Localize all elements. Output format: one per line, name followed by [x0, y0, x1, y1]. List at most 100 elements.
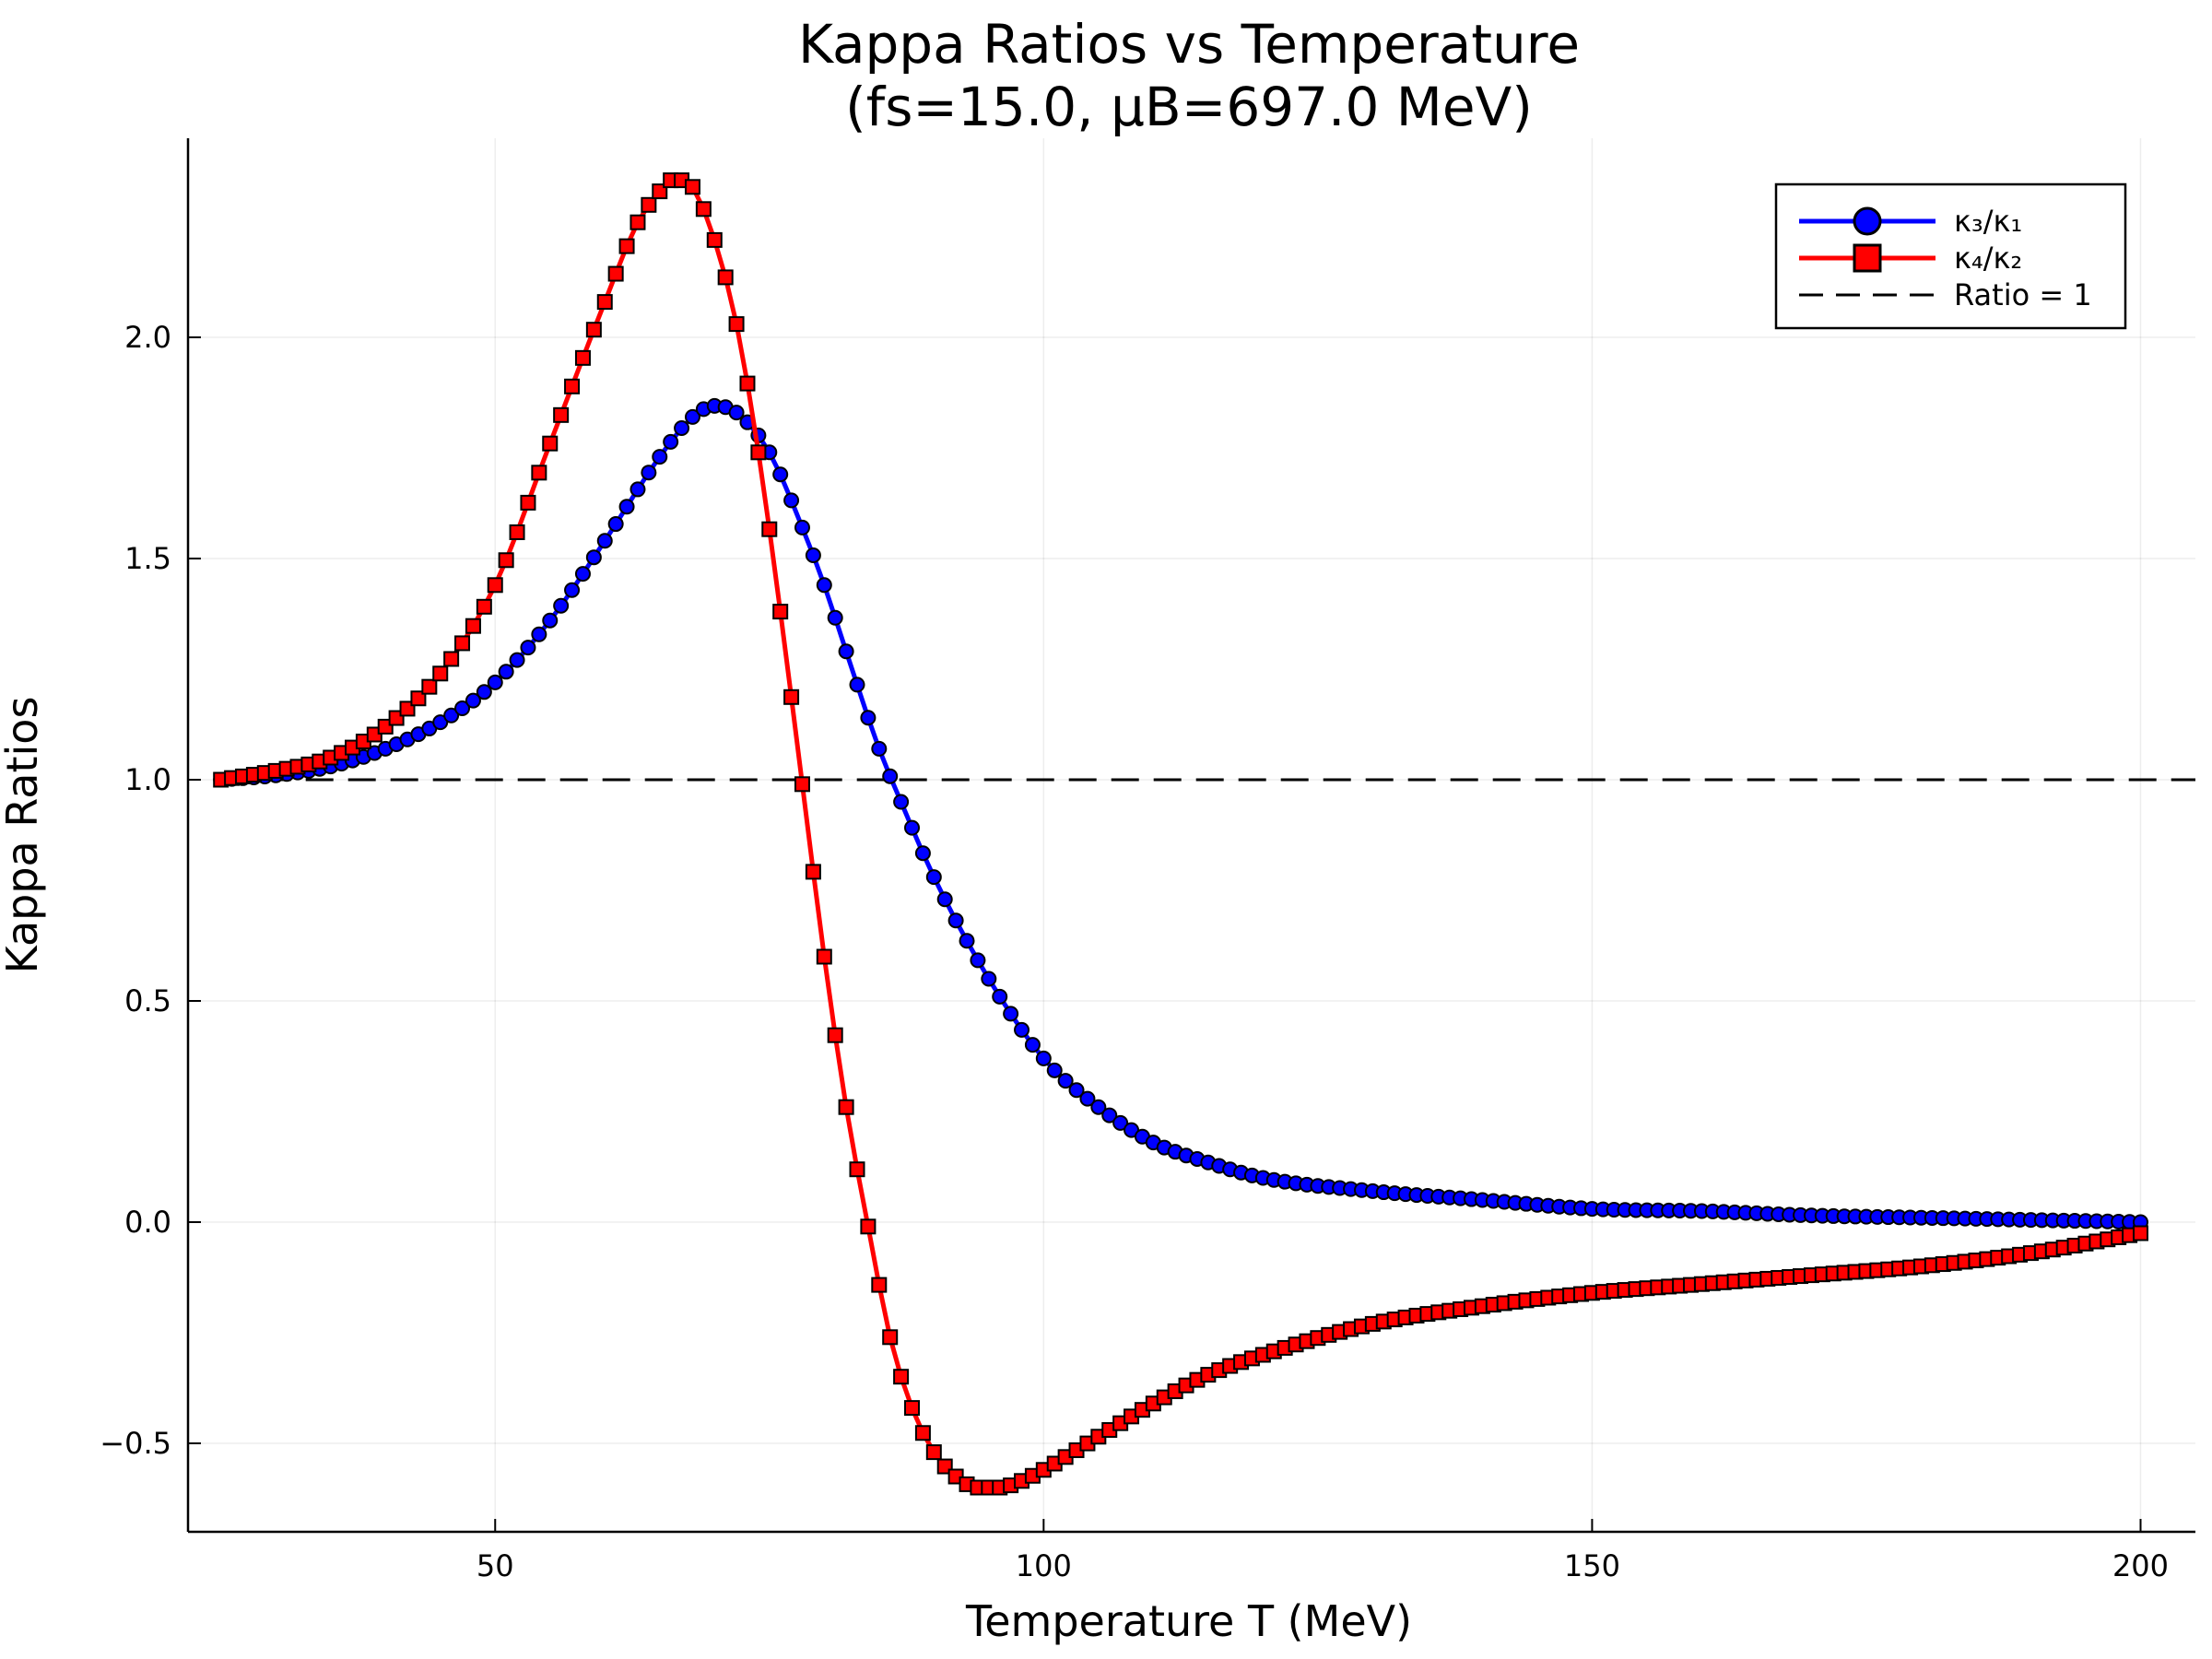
point-1-39: [641, 196, 657, 213]
point-1-31: [553, 406, 570, 423]
point-0-39: [641, 465, 657, 481]
y-tick-label-5: 2.0: [124, 320, 171, 355]
point-0-30: [542, 612, 559, 629]
legend-marker-kappa31: [1853, 206, 1882, 236]
point-1-60: [871, 1277, 888, 1293]
point-0-67: [947, 912, 964, 929]
point-1-29: [531, 465, 547, 481]
legend-label-kappa42: κ₄/κ₂: [1954, 241, 2022, 276]
point-1-32: [564, 378, 581, 394]
point-1-25: [487, 577, 503, 594]
point-0-42: [674, 420, 690, 437]
y-tick-label-1: 0.0: [124, 1205, 171, 1240]
point-0-73: [1014, 1021, 1030, 1038]
point-0-24: [476, 684, 492, 700]
point-0-41: [663, 433, 679, 450]
point-1-19: [421, 678, 438, 695]
point-1-27: [509, 524, 525, 541]
legend-label-ratio1: Ratio = 1: [1954, 277, 2092, 312]
point-1-30: [542, 435, 559, 452]
legend-marker-kappa42: [1853, 243, 1882, 273]
grid-lines: [188, 138, 2195, 1532]
point-0-43: [684, 408, 700, 425]
point-1-56: [827, 1027, 843, 1043]
point-1-43: [684, 179, 700, 195]
point-0-64: [914, 845, 931, 862]
point-1-58: [849, 1161, 865, 1178]
point-0-59: [860, 710, 877, 726]
point-1-46: [717, 269, 734, 286]
point-0-80: [1090, 1099, 1107, 1115]
point-1-53: [794, 776, 810, 793]
point-0-70: [981, 971, 997, 987]
point-0-22: [454, 700, 471, 717]
x-tick-label-1: 100: [1016, 1548, 1072, 1583]
point-1-64: [914, 1425, 931, 1441]
point-0-82: [1112, 1114, 1129, 1131]
chart-title: Kappa Ratios vs Temperature: [798, 13, 1580, 76]
chart-subtitle: (fs=15.0, μB=697.0 MeV): [845, 76, 1533, 138]
point-0-26: [498, 664, 514, 680]
point-1-57: [838, 1099, 854, 1115]
axes: [186, 138, 2195, 1534]
point-1-55: [816, 948, 832, 965]
y-axis-label: Kappa Ratios: [0, 697, 47, 974]
point-0-58: [849, 677, 865, 693]
point-1-47: [728, 316, 745, 333]
point-1-175: [2132, 1225, 2148, 1241]
point-0-31: [553, 597, 570, 614]
point-1-38: [629, 214, 646, 230]
point-1-52: [783, 688, 800, 705]
series-line-1: [220, 178, 2141, 1490]
point-1-59: [860, 1218, 877, 1235]
point-0-32: [564, 582, 581, 598]
legend-label-kappa31: κ₃/κ₁: [1954, 204, 2022, 239]
point-0-38: [629, 481, 646, 498]
series-kappa31-markers: [213, 397, 2148, 1230]
y-tick-label-2: 0.5: [124, 983, 171, 1018]
point-1-63: [904, 1400, 921, 1417]
point-0-27: [509, 652, 525, 668]
y-tick-label-4: 1.5: [124, 541, 171, 576]
point-0-62: [893, 794, 910, 810]
point-0-54: [805, 547, 821, 563]
point-1-33: [574, 349, 591, 366]
point-0-74: [1024, 1037, 1041, 1053]
point-0-63: [904, 819, 921, 836]
x-ticks: 50 100 150 200: [477, 1519, 2169, 1583]
series-kappa42-line: [220, 178, 2141, 1490]
series-kappa31-line: [220, 403, 2141, 1225]
point-1-26: [498, 552, 514, 569]
point-0-60: [871, 740, 888, 757]
point-0-77: [1057, 1073, 1074, 1089]
point-0-21: [443, 707, 460, 724]
point-0-79: [1079, 1090, 1096, 1107]
point-0-61: [882, 768, 899, 784]
point-0-69: [970, 952, 986, 969]
point-0-68: [959, 933, 975, 949]
point-1-22: [454, 635, 471, 652]
series-kappa42-markers: [213, 172, 2148, 1496]
point-1-45: [706, 231, 723, 248]
point-1-44: [695, 201, 712, 218]
point-0-29: [531, 626, 547, 642]
x-axis-label: Temperature T (MeV): [965, 1596, 1412, 1646]
point-1-62: [893, 1369, 910, 1385]
point-0-52: [783, 492, 800, 509]
point-0-55: [816, 577, 832, 594]
point-0-25: [487, 674, 503, 690]
point-1-18: [410, 690, 427, 707]
point-0-66: [936, 891, 953, 908]
point-0-53: [794, 519, 810, 535]
point-1-49: [750, 444, 767, 461]
point-0-65: [925, 869, 942, 886]
point-1-61: [882, 1329, 899, 1346]
point-1-21: [443, 651, 460, 667]
point-0-28: [520, 640, 536, 656]
point-0-36: [607, 516, 624, 533]
point-0-76: [1046, 1062, 1063, 1078]
point-0-23: [465, 692, 481, 709]
point-0-20: [432, 714, 449, 731]
point-1-65: [925, 1444, 942, 1461]
